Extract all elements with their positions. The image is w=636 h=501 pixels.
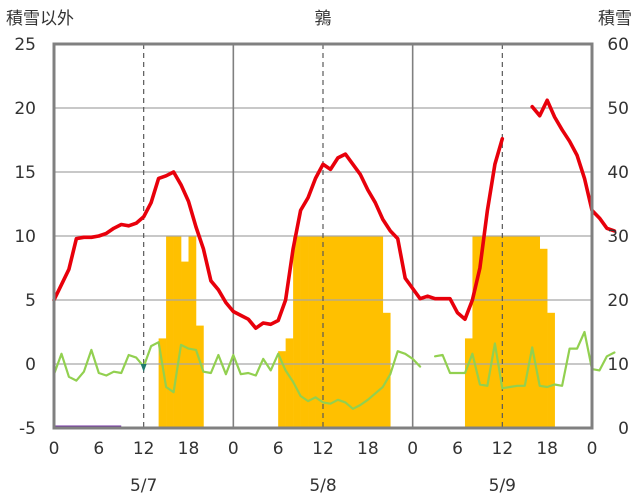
precipitation-bar <box>158 338 167 428</box>
x-tick-label: 12 <box>492 439 514 459</box>
left-tick-label: 0 <box>25 355 36 375</box>
precipitation-bar <box>293 236 301 428</box>
precipitation-bar <box>382 312 391 428</box>
day-label: 5/9 <box>489 476 516 496</box>
precipitation-bar <box>308 236 316 428</box>
grid-lines <box>54 44 592 428</box>
precipitation-bar <box>509 236 518 428</box>
precipitation-bar <box>173 236 182 428</box>
precipitation-bar <box>278 351 286 428</box>
precipitation-bar <box>345 236 354 428</box>
precipitation-bar <box>464 338 473 428</box>
left-tick-label: -5 <box>19 419 36 439</box>
left-tick-label: 20 <box>14 99 36 119</box>
precipitation-bar <box>524 236 533 428</box>
right-tick-label: 60 <box>607 35 629 55</box>
x-tick-label: 18 <box>178 439 200 459</box>
precipitation-bar <box>539 248 548 428</box>
precipitation-bar <box>323 236 331 428</box>
precipitation-bar <box>360 236 369 428</box>
chart-title: 鶉 <box>315 9 332 29</box>
precipitation-bar <box>195 325 204 428</box>
precipitation-bar <box>188 236 197 428</box>
teal-marker <box>140 364 147 372</box>
precipitation-bar <box>352 236 361 428</box>
precipitation-bar <box>315 236 324 428</box>
right-axis-label: 積雪 <box>598 9 632 29</box>
x-tick-label: 18 <box>357 439 379 459</box>
left-tick-label: 15 <box>14 163 36 183</box>
x-tick-label: 12 <box>312 439 334 459</box>
precipitation-bar <box>337 236 346 428</box>
left-tick-label: 5 <box>25 291 36 311</box>
precipitation-bar <box>367 236 376 428</box>
precipitation-bar <box>375 236 384 428</box>
left-tick-label: 25 <box>14 35 36 55</box>
right-tick-label: 20 <box>607 291 629 311</box>
right-tick-label: 0 <box>618 419 629 439</box>
x-tick-label: 0 <box>587 439 598 459</box>
precipitation-bar <box>181 261 189 428</box>
precipitation-bar <box>502 236 511 428</box>
precipitation-bar <box>487 236 496 428</box>
precipitation-bar <box>494 236 503 428</box>
precipitation-bars <box>158 236 555 428</box>
x-tick-label: 0 <box>228 439 239 459</box>
plot-frame <box>52 42 594 430</box>
right-tick-label: 30 <box>607 227 629 247</box>
day-label: 5/7 <box>130 476 157 496</box>
left-tick-label: 10 <box>14 227 36 247</box>
precipitation-bar <box>472 236 481 428</box>
precipitation-bar <box>479 236 488 428</box>
precipitation-bar <box>285 338 294 428</box>
temperature-line <box>52 98 617 330</box>
precipitation-bar <box>300 236 309 428</box>
x-tick-label: 12 <box>133 439 155 459</box>
right-tick-label: 50 <box>607 99 629 119</box>
x-tick-label: 6 <box>452 439 463 459</box>
precipitation-bar <box>330 236 339 428</box>
left-axis-label: 積雪以外 <box>6 9 74 29</box>
right-tick-label: 10 <box>607 355 629 375</box>
precipitation-bar <box>166 236 174 428</box>
precipitation-bar <box>517 236 526 428</box>
right-tick-label: 40 <box>607 163 629 183</box>
x-tick-label: 0 <box>407 439 418 459</box>
x-tick-label: 0 <box>49 439 60 459</box>
x-tick-label: 18 <box>536 439 558 459</box>
precipitation-bar <box>547 312 555 428</box>
x-tick-label: 6 <box>273 439 284 459</box>
wind-line <box>52 330 616 410</box>
precipitation-bar <box>532 236 540 428</box>
x-tick-label: 6 <box>93 439 104 459</box>
day-label: 5/8 <box>309 476 336 496</box>
